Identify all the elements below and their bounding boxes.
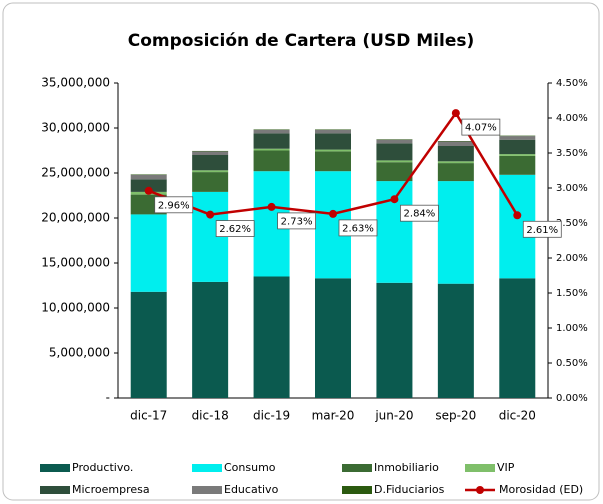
y2-tick-label: 2.00% (556, 253, 588, 264)
legend-swatch (40, 464, 70, 472)
value-label: 4.07% (465, 123, 497, 134)
value-label-box (277, 212, 316, 230)
value-label-box (461, 118, 501, 136)
y2-tick-label: 4.00% (556, 113, 588, 124)
bar-segment (376, 162, 413, 182)
line-marker (390, 195, 399, 204)
line-marker (451, 109, 460, 118)
bar-segment (253, 129, 290, 134)
x-tick-label: dic-19 (253, 409, 290, 423)
y2-tick-label: 2.50% (556, 218, 588, 229)
legend-swatch (40, 486, 70, 494)
y-tick-label: 25,000,000 (41, 166, 110, 180)
x-tick-label: dic-18 (192, 409, 229, 423)
bar-segment (315, 151, 351, 172)
x-tick-label: mar-20 (312, 409, 355, 423)
y2-tick-label: 3.00% (556, 183, 588, 194)
bar-segment (437, 283, 474, 398)
value-label: 2.96% (158, 200, 190, 211)
value-label-box (400, 204, 439, 222)
legend-label: Educativo (224, 483, 279, 496)
bar-segment (253, 133, 290, 149)
y-tick-label: 10,000,000 (41, 301, 110, 315)
y-tick-label: - (106, 391, 110, 405)
legend-label: Morosidad (ED) (499, 483, 583, 496)
bar-segment (499, 139, 536, 155)
value-label-box (215, 220, 255, 238)
bar-segment (192, 281, 229, 398)
bar-segment (253, 276, 290, 398)
bar-segment (130, 179, 167, 192)
legend-marker (476, 486, 484, 494)
bar-segment (437, 163, 474, 182)
bar-segment (192, 155, 229, 171)
line-marker (513, 211, 522, 220)
bar-segment (130, 214, 167, 292)
legend-label: Inmobiliario (374, 461, 439, 474)
value-label-box (522, 220, 562, 238)
y2-tick-label: 4.50% (556, 78, 588, 89)
x-tick-label: dic-20 (499, 409, 536, 423)
value-label: 2.61% (526, 225, 558, 236)
y-tick-label: 35,000,000 (41, 76, 110, 90)
value-label: 2.84% (404, 209, 436, 220)
line-marker (267, 202, 276, 211)
y-tick-label: 20,000,000 (41, 211, 110, 225)
bar-segment (499, 155, 536, 175)
y-tick-label: 30,000,000 (41, 121, 110, 135)
bar-segment (253, 148, 290, 151)
y2-tick-label: 0.50% (556, 358, 588, 369)
y2-tick-label: 3.50% (556, 148, 588, 159)
bar-segment (376, 160, 413, 163)
bar-segment (499, 278, 536, 398)
x-tick-label: dic-17 (130, 409, 167, 423)
x-tick-label: sep-20 (435, 409, 476, 423)
bar-segment (130, 174, 167, 180)
bar-segment (499, 154, 536, 156)
y-tick-label: 5,000,000 (49, 346, 110, 360)
value-label-box (154, 196, 194, 214)
line-marker (144, 186, 153, 195)
bar-segment (437, 146, 474, 162)
bar-segment (437, 161, 474, 164)
y2-tick-label: 1.00% (556, 323, 588, 334)
bar-segment (376, 143, 413, 161)
bar-segment (315, 278, 351, 398)
line-marker (329, 209, 337, 218)
legend-label: VIP (497, 461, 515, 474)
y2-tick-label: 0.00% (556, 393, 588, 404)
bar-segment (376, 139, 413, 144)
legend-swatch (465, 464, 495, 472)
legend-swatch (192, 464, 222, 472)
bar-segment (315, 133, 351, 150)
bar-segment (192, 170, 229, 173)
value-label: 2.73% (281, 216, 313, 227)
legend-label: Consumo (224, 461, 276, 474)
x-tick-label: jun-20 (374, 409, 413, 423)
value-label: 2.62% (219, 224, 251, 235)
legend-swatch (192, 486, 222, 494)
bar-segment (499, 136, 536, 140)
bar-segment (253, 150, 290, 172)
y2-tick-label: 1.50% (556, 288, 588, 299)
legend-swatch (342, 464, 372, 472)
value-label-box (338, 219, 378, 237)
legend-label: Microempresa (72, 483, 150, 496)
legend-swatch (342, 486, 372, 494)
bar-segment (315, 149, 351, 152)
bar-segment (192, 172, 229, 192)
bar-segment (130, 291, 167, 398)
y-tick-label: 15,000,000 (41, 256, 110, 270)
bar-segment (437, 141, 474, 146)
value-label: 2.63% (342, 223, 374, 234)
bar-segment (315, 129, 351, 134)
chart-title: Composición de Cartera (USD Miles) (128, 31, 474, 51)
legend-label: Productivo. (72, 461, 133, 474)
bar-segment (376, 282, 413, 398)
bar-segment (437, 181, 474, 284)
bar-segment (192, 151, 229, 155)
line-marker (206, 210, 215, 219)
legend-label: D.Fiduciarios (374, 483, 445, 496)
